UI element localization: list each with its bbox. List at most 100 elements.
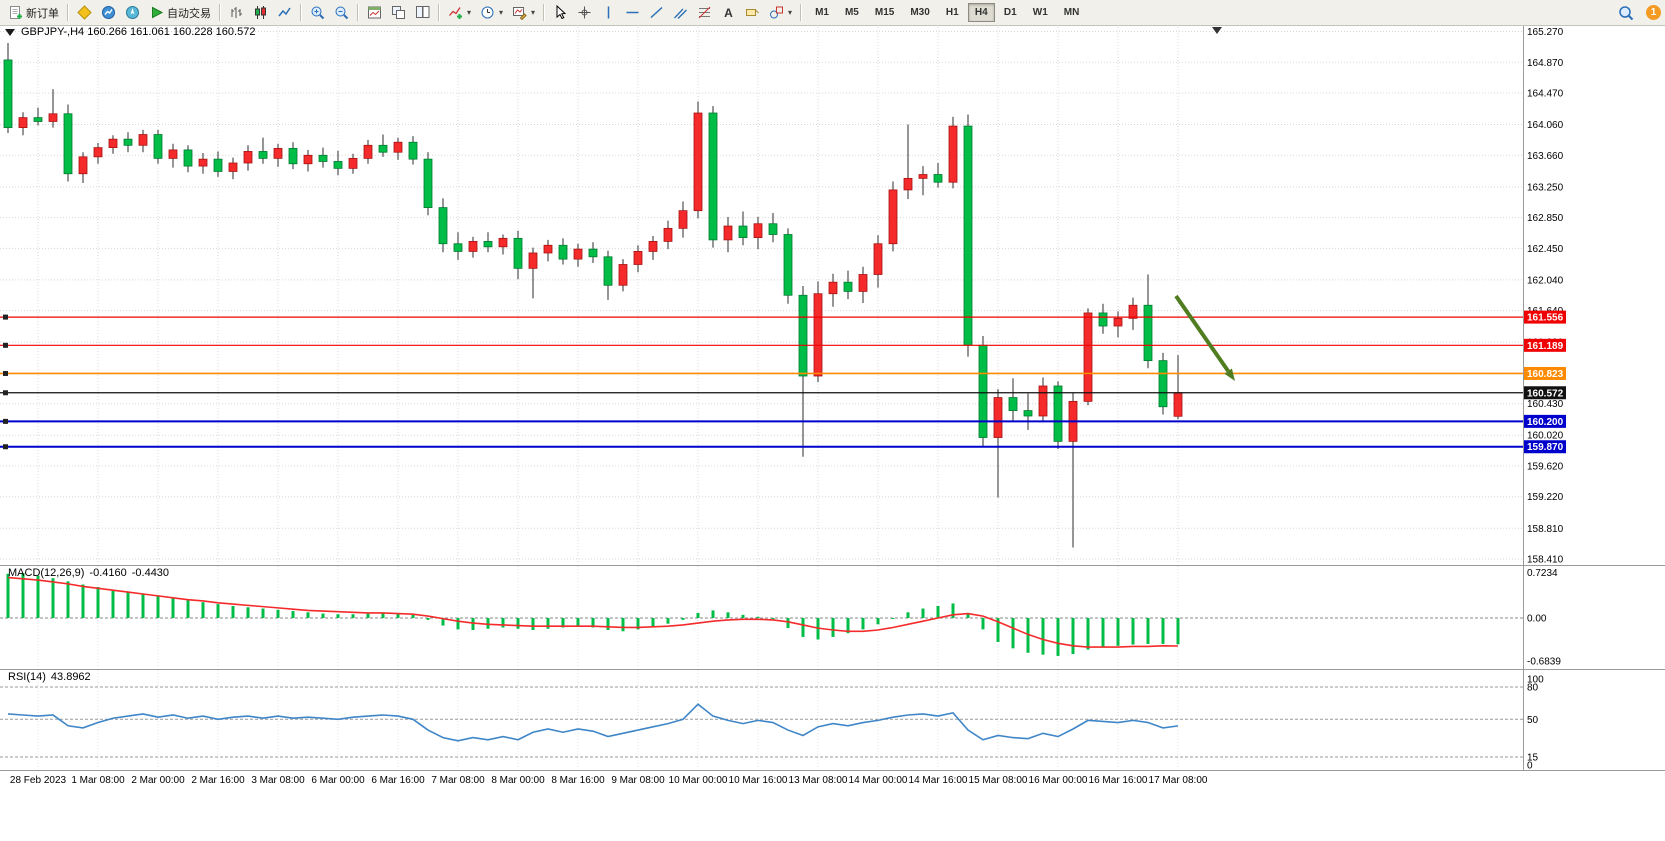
timeframe-d1-button[interactable]: D1 <box>997 3 1024 22</box>
bear-candle <box>1008 397 1018 412</box>
time-axis-label[interactable]: 7 Mar 08:00 <box>431 775 485 786</box>
autotrading-button[interactable]: 自动交易 <box>145 3 215 23</box>
label-button[interactable] <box>741 3 764 23</box>
time-axis-label[interactable]: 28 Feb 2023 <box>10 775 67 786</box>
price-badge <box>1524 386 1566 400</box>
bear-candle <box>213 158 223 172</box>
macd-histogram-bar <box>561 618 565 628</box>
zoom-out-button[interactable] <box>330 3 353 23</box>
cursor-button[interactable] <box>549 3 572 23</box>
bull-candle <box>813 293 823 377</box>
timeframe-h4-button[interactable]: H4 <box>967 3 995 22</box>
timeframe-mn-button[interactable]: MN <box>1057 3 1087 22</box>
timeframe-m30-button[interactable]: M30 <box>903 3 936 22</box>
macd-histogram-bar <box>1131 618 1135 645</box>
line-anchor[interactable] <box>3 370 8 376</box>
templates-button[interactable]: ▾ <box>508 3 539 23</box>
time-axis-label[interactable]: 8 Mar 16:00 <box>551 775 605 786</box>
rsi-name: RSI(14) <box>8 671 46 683</box>
macd-histogram-bar <box>21 573 25 618</box>
bar-chart-button[interactable] <box>225 3 248 23</box>
zoom-out-icon <box>335 6 349 20</box>
timeframe-m5-button[interactable]: M5 <box>838 3 866 22</box>
rsi-axis-label: 50 <box>1527 715 1539 726</box>
tile-windows-button[interactable] <box>387 3 410 23</box>
timeframe-h1-button[interactable]: H1 <box>939 3 966 22</box>
vertical-line-button[interactable] <box>597 3 620 23</box>
time-axis-label[interactable]: 8 Mar 00:00 <box>491 775 545 786</box>
chart-shift-marker[interactable] <box>1212 27 1222 34</box>
line-chart-button[interactable] <box>273 3 296 23</box>
bull-candle <box>993 397 1003 438</box>
line-anchor[interactable] <box>3 314 8 320</box>
time-axis-label[interactable]: 6 Mar 00:00 <box>311 775 365 786</box>
time-axis-label[interactable]: 16 Mar 00:00 <box>1029 775 1088 786</box>
one-click-trading-toggle[interactable] <box>5 28 15 36</box>
bear-candle <box>708 112 718 241</box>
macd-histogram-bar <box>366 613 370 618</box>
crosshair-button[interactable] <box>573 3 596 23</box>
metaeditor-button[interactable] <box>73 3 96 23</box>
macd-label: MACD(12,26,9) -0.4160 -0.4430 <box>8 567 174 579</box>
rsi-line <box>7 703 1179 742</box>
time-axis-label[interactable]: 13 Mar 08:00 <box>789 775 848 786</box>
line-anchor[interactable] <box>3 390 8 396</box>
down-trend-arrow[interactable] <box>1174 294 1230 373</box>
cascade-windows-button[interactable] <box>411 3 434 23</box>
price-axis-label: 164.470 <box>1527 89 1564 100</box>
bear-candle <box>3 59 13 129</box>
horizontal-line-button[interactable] <box>621 3 644 23</box>
new-chart-button[interactable] <box>363 3 386 23</box>
bull-candle <box>663 227 673 242</box>
timeframe-w1-button[interactable]: W1 <box>1026 3 1055 22</box>
time-axis-label[interactable]: 14 Mar 00:00 <box>849 775 908 786</box>
text-button[interactable]: A <box>717 3 740 23</box>
time-axis-label[interactable]: 6 Mar 16:00 <box>371 775 425 786</box>
new-order-label: 新订单 <box>26 7 59 20</box>
toolbar-separator <box>438 4 440 21</box>
macd-axis-label: -0.6839 <box>1527 657 1561 668</box>
macd-histogram-bar <box>516 618 520 629</box>
bull-candle <box>498 237 508 248</box>
bull-candle <box>648 241 658 252</box>
macd-histogram-bar <box>891 618 895 619</box>
time-axis-label[interactable]: 3 Mar 08:00 <box>251 775 305 786</box>
time-axis-label[interactable]: 10 Mar 00:00 <box>669 775 728 786</box>
time-axis-label[interactable]: 16 Mar 16:00 <box>1089 775 1148 786</box>
search-button[interactable] <box>1614 3 1638 23</box>
time-axis-label[interactable]: 17 Mar 08:00 <box>1149 775 1208 786</box>
zoom-in-button[interactable] <box>306 3 329 23</box>
navigator-button[interactable] <box>121 3 144 23</box>
time-axis-label[interactable]: 1 Mar 08:00 <box>71 775 125 786</box>
down-trend-arrow-head[interactable] <box>1224 368 1236 382</box>
time-axis-label[interactable]: 14 Mar 16:00 <box>909 775 968 786</box>
candlestick-chart-button[interactable] <box>249 3 272 23</box>
line-anchor[interactable] <box>3 444 8 450</box>
new-order-button[interactable]: 新订单 <box>4 3 63 23</box>
time-axis-label[interactable]: 9 Mar 08:00 <box>611 775 665 786</box>
timeframe-m1-button[interactable]: M1 <box>808 3 836 22</box>
fibonacci-button[interactable] <box>693 3 716 23</box>
line-anchor[interactable] <box>3 418 8 424</box>
indicators-button[interactable]: ▾ <box>444 3 475 23</box>
bull-candle <box>18 117 28 129</box>
trendline-button[interactable] <box>645 3 668 23</box>
shapes-button[interactable]: ▾ <box>765 3 796 23</box>
time-axis-label[interactable]: 2 Mar 16:00 <box>191 775 245 786</box>
time-axis-label[interactable]: 10 Mar 16:00 <box>729 775 788 786</box>
channel-button[interactable] <box>669 3 692 23</box>
bull-candle <box>168 149 178 159</box>
timeframe-m15-button[interactable]: M15 <box>868 3 901 22</box>
price-axis-label: 164.060 <box>1527 120 1564 131</box>
periods-button[interactable]: ▾ <box>476 3 507 23</box>
price-axis-label: 160.430 <box>1527 399 1564 410</box>
price-axis: 165.270 164.870 164.470 164.060 163.660 163.2… <box>1524 27 1566 566</box>
market-watch-button[interactable] <box>97 3 120 23</box>
line-anchor[interactable] <box>3 342 8 348</box>
time-axis-label[interactable]: 15 Mar 08:00 <box>969 775 1028 786</box>
macd-histogram-bar <box>1116 618 1120 646</box>
time-axis-label[interactable]: 2 Mar 00:00 <box>131 775 185 786</box>
bear-candle <box>513 237 523 269</box>
notification-badge[interactable]: 1 <box>1646 5 1661 20</box>
bear-candle <box>603 256 613 286</box>
